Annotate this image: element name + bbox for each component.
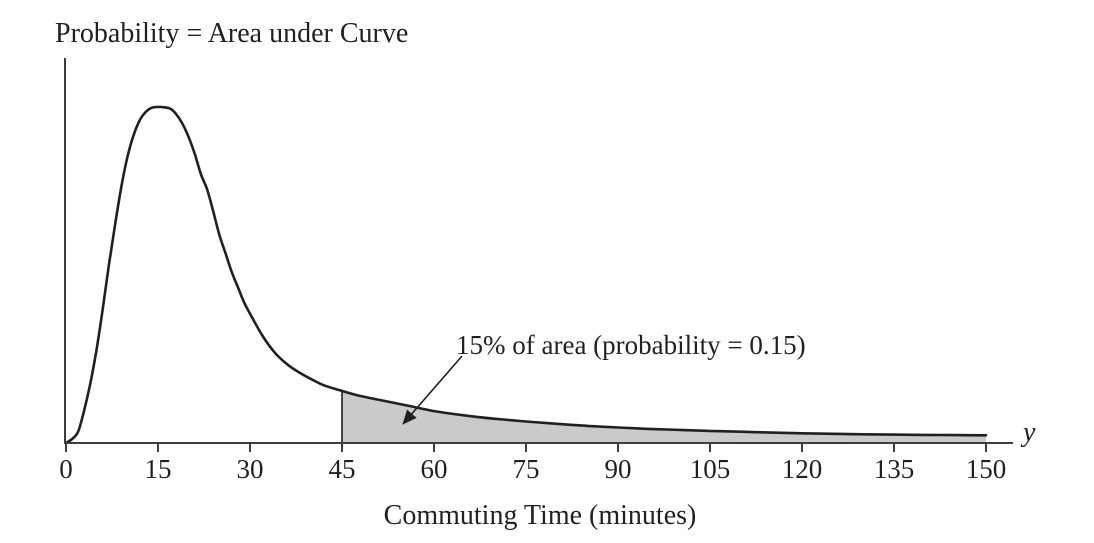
tick-label: 90 xyxy=(604,454,632,484)
chart-title: Probability = Area under Curve xyxy=(55,18,409,49)
tick-label: 45 xyxy=(328,454,356,484)
tick-label: 135 xyxy=(873,454,915,484)
tick-label: 150 xyxy=(965,454,1007,484)
density-curve xyxy=(64,105,988,445)
annotation-arrow xyxy=(402,355,463,425)
x-axis-title: Commuting Time (minutes) xyxy=(383,500,697,531)
tick-label: 0 xyxy=(59,454,73,484)
tick-label: 120 xyxy=(781,454,823,484)
tick-label: 30 xyxy=(236,454,264,484)
y-variable-label: y xyxy=(1023,417,1036,448)
x-axis-ticks xyxy=(65,443,987,452)
tick-label: 60 xyxy=(420,454,448,484)
tick-label: 15 xyxy=(144,454,172,484)
tick-label: 75 xyxy=(512,454,540,484)
tick-label: 105 xyxy=(689,454,731,484)
annotation-label: 15% of area (probability = 0.15) xyxy=(456,330,806,360)
shaded-area xyxy=(342,390,986,443)
